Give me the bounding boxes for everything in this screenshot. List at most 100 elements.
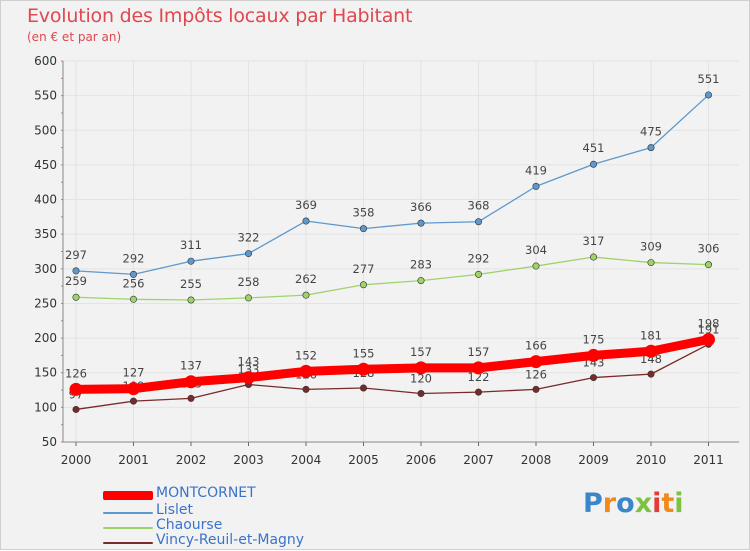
data-point bbox=[474, 270, 482, 278]
legend-swatch bbox=[103, 491, 153, 500]
data-point bbox=[359, 225, 367, 233]
data-label: 175 bbox=[583, 332, 605, 346]
series-line-vincy-reuil-et-magny bbox=[75, 343, 710, 411]
data-point bbox=[589, 374, 597, 382]
data-label: 259 bbox=[65, 274, 87, 288]
data-point bbox=[127, 382, 140, 396]
x-tick-label: 2011 bbox=[693, 453, 724, 467]
data-point bbox=[647, 370, 655, 378]
data-label: 127 bbox=[123, 366, 145, 380]
data-label: 297 bbox=[65, 248, 87, 262]
data-label: 255 bbox=[180, 277, 202, 291]
data-label: 155 bbox=[353, 346, 375, 360]
data-label: 309 bbox=[640, 240, 662, 254]
data-point bbox=[187, 257, 195, 265]
x-tick-label: 2004 bbox=[291, 453, 322, 467]
chart-subtitle: (en € et par an) bbox=[27, 30, 122, 44]
logo-letter: i bbox=[674, 488, 684, 519]
y-tick-label: 50 bbox=[42, 435, 57, 449]
data-point bbox=[589, 160, 597, 168]
logo-letter: r bbox=[602, 488, 617, 519]
x-tick-label: 2003 bbox=[233, 453, 264, 467]
data-label: 166 bbox=[525, 339, 547, 353]
data-point bbox=[245, 294, 253, 302]
data-label: 126 bbox=[525, 367, 547, 381]
data-point bbox=[474, 218, 482, 226]
data-label: 475 bbox=[640, 125, 662, 139]
data-point bbox=[474, 388, 482, 396]
data-label: 137 bbox=[180, 359, 202, 373]
y-tick-label: 300 bbox=[34, 262, 57, 276]
data-label: 317 bbox=[583, 234, 605, 248]
data-label: 368 bbox=[468, 199, 490, 213]
data-point bbox=[357, 362, 370, 376]
proxiti-logo: Proxiti bbox=[583, 488, 684, 519]
x-tick-label: 2006 bbox=[406, 453, 437, 467]
data-label: 126 bbox=[65, 366, 87, 380]
data-point bbox=[302, 385, 310, 393]
data-point bbox=[302, 217, 310, 225]
y-tick-label: 250 bbox=[34, 296, 57, 310]
series-line-lislet bbox=[75, 94, 710, 276]
data-label: 369 bbox=[295, 198, 317, 212]
data-label: 157 bbox=[410, 345, 432, 359]
x-tick-label: 2002 bbox=[176, 453, 207, 467]
x-tick-label: 2009 bbox=[578, 453, 609, 467]
logo-letter: i bbox=[652, 488, 662, 519]
data-label: 191 bbox=[698, 322, 720, 336]
y-tick-label: 500 bbox=[34, 123, 57, 137]
data-point bbox=[72, 405, 80, 413]
logo-letter: t bbox=[661, 488, 675, 519]
data-point bbox=[702, 332, 715, 346]
y-tick-label: 350 bbox=[34, 227, 57, 241]
logo-letter: o bbox=[616, 488, 635, 519]
data-point bbox=[472, 361, 485, 375]
data-label: 143 bbox=[238, 355, 260, 369]
data-label: 198 bbox=[698, 316, 720, 330]
x-tick-label: 2005 bbox=[348, 453, 379, 467]
data-point bbox=[704, 91, 712, 99]
legend-label: Chaourse bbox=[156, 517, 223, 533]
data-label: 451 bbox=[583, 141, 605, 155]
data-label: 358 bbox=[353, 206, 375, 220]
x-tick-label: 2001 bbox=[118, 453, 149, 467]
logo-letter: P bbox=[583, 488, 603, 519]
y-tick-label: 150 bbox=[34, 366, 57, 380]
data-point bbox=[532, 262, 540, 270]
legend-label: Lislet bbox=[156, 502, 193, 518]
data-label: 258 bbox=[238, 275, 260, 289]
data-point bbox=[359, 384, 367, 392]
chart-title: Evolution des Impôts locaux par Habitant bbox=[27, 5, 413, 27]
series-line-chaourse bbox=[75, 256, 710, 301]
data-label: 292 bbox=[468, 251, 490, 265]
data-point bbox=[299, 364, 313, 378]
x-tick-label: 2008 bbox=[521, 453, 552, 467]
data-point bbox=[417, 390, 425, 398]
data-point bbox=[359, 281, 367, 289]
data-point bbox=[130, 270, 138, 278]
data-point bbox=[529, 355, 543, 369]
data-label: 122 bbox=[468, 370, 490, 384]
data-point bbox=[187, 394, 195, 402]
x-tick-label: 2000 bbox=[61, 453, 92, 467]
y-tick-label: 200 bbox=[34, 331, 57, 345]
data-point bbox=[72, 293, 80, 301]
data-label: 157 bbox=[468, 345, 490, 359]
data-point bbox=[644, 344, 658, 358]
data-label: 120 bbox=[410, 372, 432, 386]
y-tick-label: 550 bbox=[34, 89, 57, 103]
data-point bbox=[589, 253, 597, 261]
data-label: 322 bbox=[238, 231, 260, 245]
data-label: 152 bbox=[295, 348, 317, 362]
y-tick-label: 100 bbox=[34, 400, 57, 414]
data-label: 292 bbox=[123, 251, 145, 265]
data-point bbox=[242, 371, 255, 385]
data-point bbox=[187, 296, 195, 304]
data-point bbox=[417, 219, 425, 227]
data-label: 306 bbox=[698, 242, 720, 256]
data-point bbox=[414, 361, 428, 375]
data-label: 551 bbox=[698, 72, 720, 86]
x-tick-label: 2010 bbox=[636, 453, 667, 467]
data-label: 304 bbox=[525, 243, 547, 257]
